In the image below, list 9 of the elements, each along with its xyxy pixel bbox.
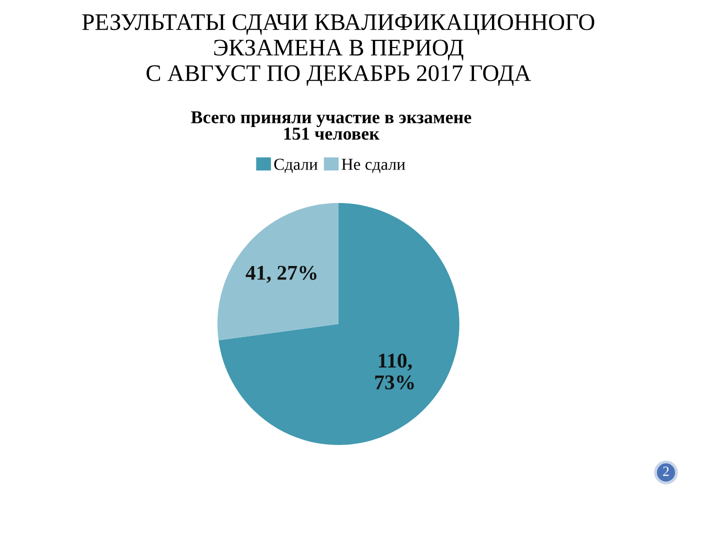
data-label: 41, 27% — [246, 266, 316, 283]
data-label: 110, 73% — [375, 354, 414, 390]
chart-title: РЕЗУЛЬТАТЫ СДАЧИ КВАЛИФИКАЦИОННОГО ЭКЗАМЕНА В ПЕРИОД С АВГУСТ ПО ДЕКАБРЬ 2017 ГОДА — [82, 14, 594, 86]
pie-slice — [217, 203, 338, 340]
pie-slice — [218, 203, 460, 445]
text: 2 — [663, 466, 669, 476]
chart-subtitle: Всего приняли участие в экзамене 151 человек — [191, 111, 472, 140]
legend-label: Сдали — [274, 158, 318, 173]
legend-label: Не сдали — [342, 158, 406, 173]
